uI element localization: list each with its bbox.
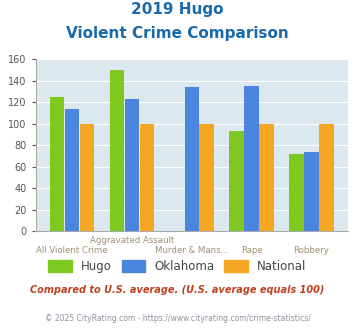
Legend: Hugo, Oklahoma, National: Hugo, Oklahoma, National (44, 255, 311, 278)
Bar (289, 154, 304, 231)
Text: Aggravated Assault: Aggravated Assault (89, 236, 174, 245)
Bar (110, 70, 124, 231)
Bar (260, 124, 274, 231)
Text: Murder & Mans...: Murder & Mans... (155, 246, 229, 255)
Text: Robbery: Robbery (294, 246, 329, 255)
Text: All Violent Crime: All Violent Crime (36, 246, 108, 255)
Bar (304, 152, 319, 231)
Text: Rape: Rape (241, 246, 263, 255)
Bar (125, 99, 139, 231)
Text: Compared to U.S. average. (U.S. average equals 100): Compared to U.S. average. (U.S. average … (30, 285, 325, 295)
Bar (140, 124, 154, 231)
Bar (200, 124, 214, 231)
Bar (50, 97, 64, 231)
Text: Violent Crime Comparison: Violent Crime Comparison (66, 26, 289, 41)
Text: © 2025 CityRating.com - https://www.cityrating.com/crime-statistics/: © 2025 CityRating.com - https://www.city… (45, 314, 310, 323)
Bar (80, 124, 94, 231)
Bar (229, 131, 244, 231)
Bar (319, 124, 334, 231)
Text: 2019 Hugo: 2019 Hugo (131, 2, 224, 16)
Bar (185, 87, 199, 231)
Bar (65, 109, 79, 231)
Bar (245, 86, 259, 231)
